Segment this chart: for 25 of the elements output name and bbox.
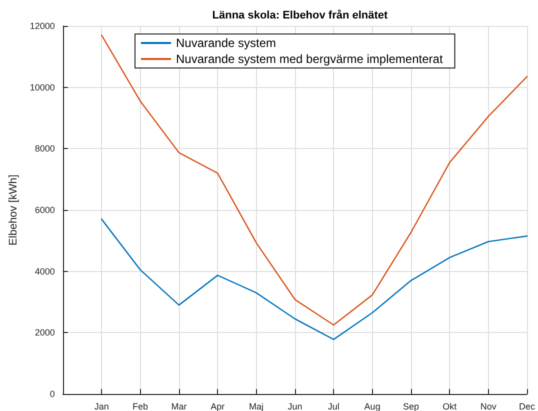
x-tick-label: Jan (94, 402, 109, 411)
line-series (100, 218, 528, 340)
y-tick-label: 6000 (34, 205, 55, 215)
y-tick-label: 8000 (34, 144, 55, 154)
x-tick-label: Aug (364, 402, 380, 411)
x-tick-label: Okt (442, 402, 458, 411)
x-tick-label: Feb (132, 402, 148, 411)
y-tick-label: 2000 (34, 328, 55, 338)
x-tick-label: Jul (328, 402, 340, 411)
legend-label: Nuvarande system med bergvärme implementerat (176, 52, 444, 66)
x-tick-label: Mar (171, 402, 187, 411)
x-tick-label: Nov (480, 402, 497, 411)
y-tick-label: 12000 (30, 21, 55, 31)
x-tick-label: Jun (288, 402, 302, 411)
y-tick-label: 0 (50, 389, 55, 399)
x-tick-label: Dec (518, 402, 536, 411)
y-tick-label: 10000 (30, 82, 55, 92)
x-tick-label: Sep (402, 402, 419, 411)
y-tick-label: 4000 (34, 266, 55, 276)
x-tick-label: Apr (210, 402, 225, 411)
x-tick-label: Maj (249, 402, 264, 411)
line-series (100, 34, 528, 326)
legend-label: Nuvarande system (176, 36, 276, 50)
chart-title: Länna skola: Elbehov från elnätet (212, 8, 388, 22)
y-axis-title: Elbehov [kWh] (8, 174, 20, 246)
